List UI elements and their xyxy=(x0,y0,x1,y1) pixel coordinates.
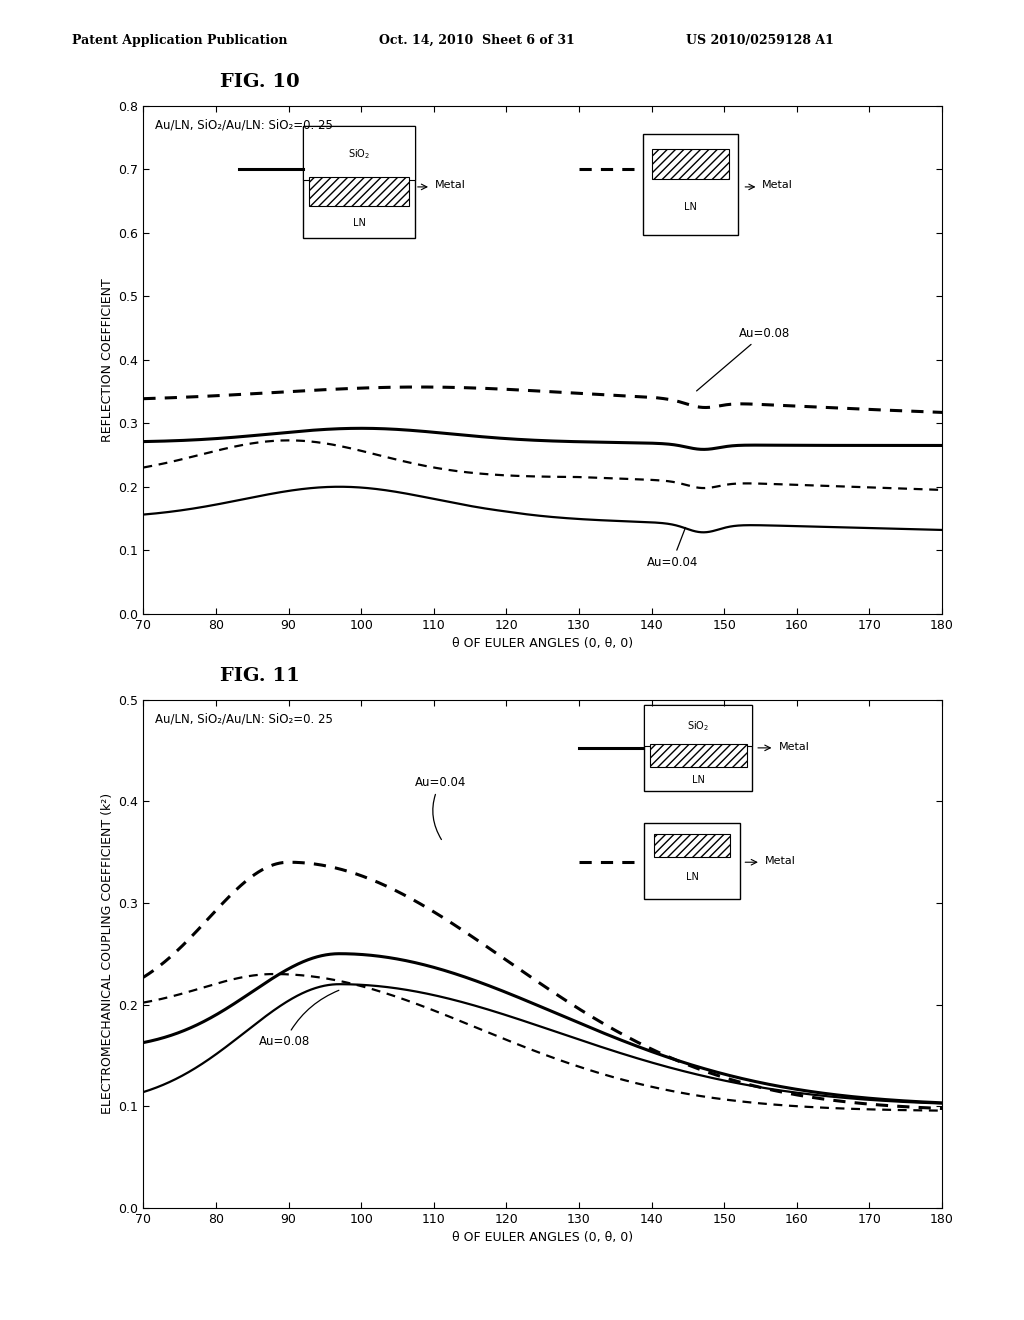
FancyBboxPatch shape xyxy=(649,744,746,767)
Y-axis label: ELECTROMECHANICAL COUPLING COEFFICIENT (k²): ELECTROMECHANICAL COUPLING COEFFICIENT (… xyxy=(101,793,115,1114)
FancyBboxPatch shape xyxy=(644,705,752,791)
Text: SiO$_2$: SiO$_2$ xyxy=(348,147,370,161)
Text: FIG. 11: FIG. 11 xyxy=(220,667,300,685)
FancyBboxPatch shape xyxy=(303,125,415,238)
Text: Metal: Metal xyxy=(779,742,810,752)
FancyBboxPatch shape xyxy=(643,133,738,235)
Text: Au/LN, SiO₂/Au/LN: SiO₂=0. 25: Au/LN, SiO₂/Au/LN: SiO₂=0. 25 xyxy=(156,713,333,725)
X-axis label: θ OF EULER ANGLES (0, θ, 0): θ OF EULER ANGLES (0, θ, 0) xyxy=(453,1232,633,1245)
Text: Metal: Metal xyxy=(765,857,796,866)
FancyBboxPatch shape xyxy=(653,834,730,857)
Text: US 2010/0259128 A1: US 2010/0259128 A1 xyxy=(686,33,834,46)
Text: Au=0.08: Au=0.08 xyxy=(259,990,339,1048)
Text: Patent Application Publication: Patent Application Publication xyxy=(72,33,287,46)
FancyBboxPatch shape xyxy=(308,177,410,206)
Text: Au=0.04: Au=0.04 xyxy=(415,776,466,840)
Text: FIG. 10: FIG. 10 xyxy=(220,73,300,91)
Text: Au=0.04: Au=0.04 xyxy=(646,528,698,569)
Y-axis label: REFLECTION COEFFICIENT: REFLECTION COEFFICIENT xyxy=(101,277,115,442)
Text: LN: LN xyxy=(352,218,366,228)
FancyBboxPatch shape xyxy=(652,149,729,180)
X-axis label: θ OF EULER ANGLES (0, θ, 0): θ OF EULER ANGLES (0, θ, 0) xyxy=(453,638,633,651)
Text: Au/LN, SiO₂/Au/LN: SiO₂=0. 25: Au/LN, SiO₂/Au/LN: SiO₂=0. 25 xyxy=(156,119,333,131)
Text: Metal: Metal xyxy=(762,181,794,190)
Text: Metal: Metal xyxy=(435,181,466,190)
FancyBboxPatch shape xyxy=(644,705,752,746)
Text: LN: LN xyxy=(684,202,697,211)
Text: Oct. 14, 2010  Sheet 6 of 31: Oct. 14, 2010 Sheet 6 of 31 xyxy=(379,33,574,46)
Text: LN: LN xyxy=(686,873,698,883)
FancyBboxPatch shape xyxy=(644,822,740,899)
Text: Au=0.08: Au=0.08 xyxy=(696,327,790,391)
Text: LN: LN xyxy=(691,775,705,785)
Text: SiO$_2$: SiO$_2$ xyxy=(687,719,710,733)
FancyBboxPatch shape xyxy=(303,125,415,180)
